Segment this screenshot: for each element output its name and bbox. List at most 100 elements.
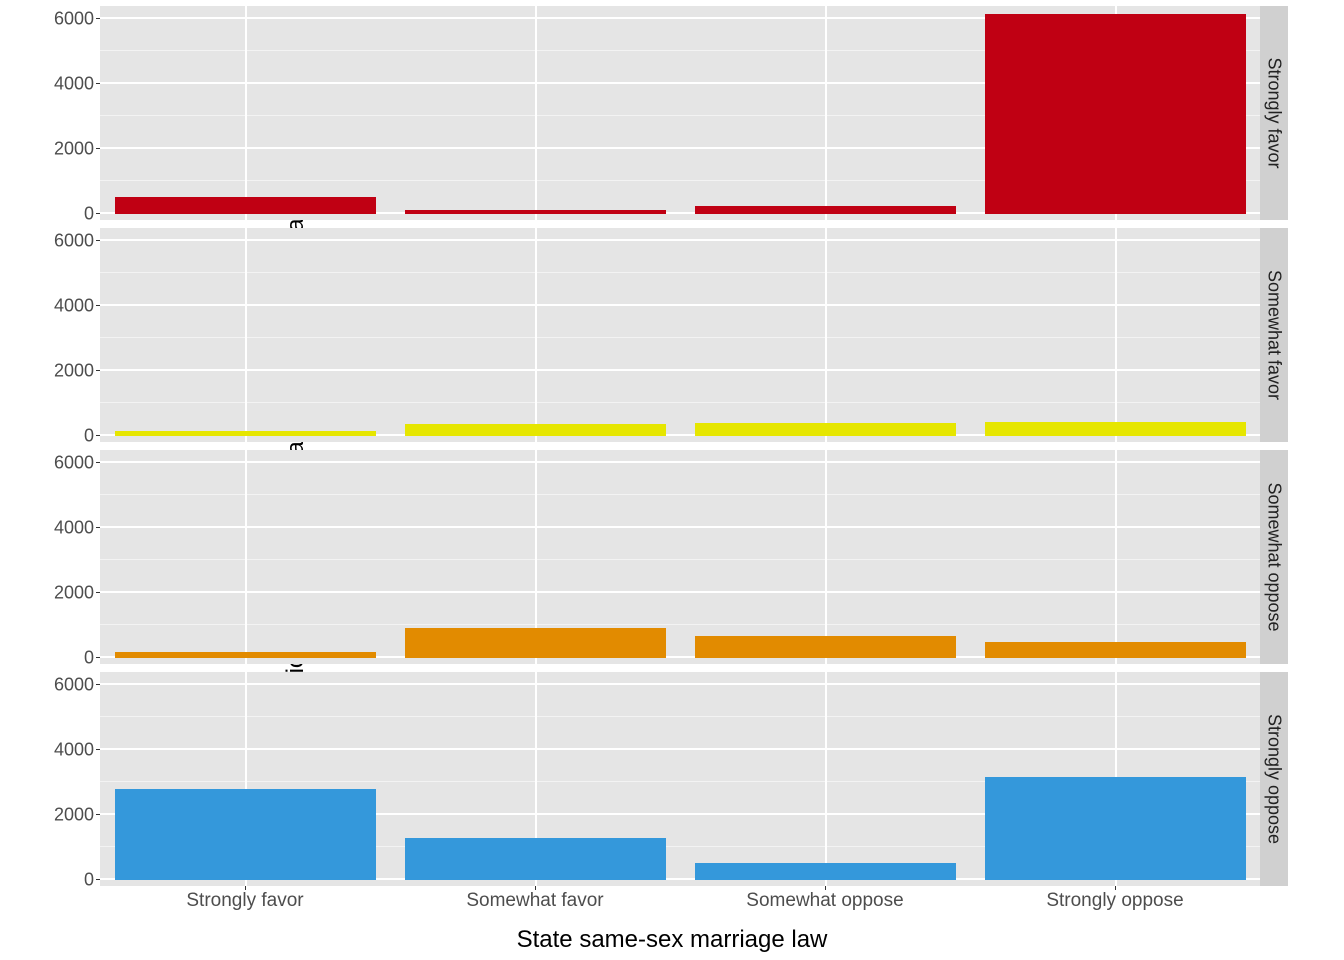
panel: 0200040006000 (100, 6, 1260, 220)
bar (115, 652, 376, 658)
x-tick-label: Somewhat favor (466, 890, 603, 912)
y-axis-tick (96, 749, 100, 750)
bar (695, 636, 956, 657)
y-axis-tick (96, 814, 100, 815)
y-axis-tick (96, 462, 100, 463)
vgridline-major (535, 6, 537, 220)
gridline-major (100, 461, 1260, 463)
y-axis-tick (96, 657, 100, 658)
x-axis-tick (245, 886, 246, 890)
y-axis-tick (96, 592, 100, 593)
vgridline-major (245, 450, 247, 664)
vgridline-major (245, 228, 247, 442)
bar (985, 422, 1246, 436)
gridline-minor (100, 624, 1260, 625)
vgridline-major (535, 228, 537, 442)
y-axis-tick (96, 240, 100, 241)
x-tick-label: Strongly oppose (1046, 890, 1183, 912)
panel: 0200040006000 (100, 228, 1260, 442)
gridline-minor (100, 494, 1260, 495)
facet-row: 0200040006000Strongly oppose (100, 672, 1288, 886)
facet-strip: Somewhat favor (1260, 228, 1288, 442)
bar (405, 838, 666, 880)
facet-row: 0200040006000Strongly favor (100, 6, 1288, 220)
gridline-minor (100, 559, 1260, 560)
y-axis-tick (96, 370, 100, 371)
facet-strip-label: Strongly favor (1264, 57, 1285, 168)
y-axis-tick (96, 148, 100, 149)
y-tick-label: 6000 (54, 452, 94, 473)
facet-strip: Somewhat oppose (1260, 450, 1288, 664)
y-axis-tick (96, 435, 100, 436)
facet-strip: Strongly oppose (1260, 672, 1288, 886)
y-axis-tick (96, 684, 100, 685)
gridline-major (100, 591, 1260, 593)
bar (115, 197, 376, 213)
y-axis-tick (96, 305, 100, 306)
y-tick-label: 6000 (54, 230, 94, 251)
facet-strip-label: Strongly oppose (1264, 714, 1285, 844)
gridline-major (100, 748, 1260, 750)
y-axis-tick (96, 83, 100, 84)
y-axis-tick (96, 18, 100, 19)
y-tick-label: 0 (84, 203, 94, 224)
chart-container: Constitutional Amendment against same-se… (0, 0, 1344, 960)
y-tick-label: 6000 (54, 674, 94, 695)
bar (405, 424, 666, 436)
y-tick-label: 4000 (54, 295, 94, 316)
bar (985, 642, 1246, 658)
panel: 0200040006000 (100, 672, 1260, 886)
x-tick-label: Somewhat oppose (746, 890, 903, 912)
y-tick-label: 2000 (54, 360, 94, 381)
gridline-minor (100, 337, 1260, 338)
y-tick-label: 0 (84, 425, 94, 446)
gridline-major (100, 526, 1260, 528)
y-tick-label: 2000 (54, 138, 94, 159)
y-tick-label: 4000 (54, 739, 94, 760)
y-tick-label: 0 (84, 869, 94, 890)
facet-strip-label: Somewhat favor (1264, 270, 1285, 400)
x-axis-tick (825, 886, 826, 890)
y-axis-tick (96, 879, 100, 880)
facet-row: 0200040006000Somewhat favor (100, 228, 1288, 442)
vgridline-major (825, 6, 827, 220)
bar (695, 863, 956, 879)
vgridline-major (825, 450, 827, 664)
x-axis-tick (1115, 886, 1116, 890)
bar (405, 628, 666, 657)
gridline-major (100, 369, 1260, 371)
facet-strip-label: Somewhat oppose (1264, 482, 1285, 631)
vgridline-major (825, 672, 827, 886)
gridline-minor (100, 716, 1260, 717)
vgridline-major (825, 228, 827, 442)
x-axis-tick (535, 886, 536, 890)
bar (115, 431, 376, 436)
x-axis-label: State same-sex marriage law (517, 926, 828, 954)
gridline-major (100, 239, 1260, 241)
y-axis-tick (96, 213, 100, 214)
y-axis-tick (96, 527, 100, 528)
plot-area: 0200040006000Strongly favor0200040006000… (100, 6, 1288, 886)
vgridline-major (245, 6, 247, 220)
vgridline-major (1115, 228, 1117, 442)
gridline-major (100, 683, 1260, 685)
y-tick-label: 6000 (54, 8, 94, 29)
bar (405, 210, 666, 214)
facet-row: 0200040006000Somewhat oppose (100, 450, 1288, 664)
bar (695, 206, 956, 213)
bar (115, 789, 376, 880)
y-tick-label: 4000 (54, 73, 94, 94)
gridline-minor (100, 402, 1260, 403)
facet-strip: Strongly favor (1260, 6, 1288, 220)
bar (985, 777, 1246, 879)
y-tick-label: 2000 (54, 582, 94, 603)
x-tick-label: Strongly favor (186, 890, 303, 912)
bar (985, 14, 1246, 213)
panel: 0200040006000 (100, 450, 1260, 664)
gridline-major (100, 304, 1260, 306)
y-tick-label: 2000 (54, 804, 94, 825)
gridline-minor (100, 272, 1260, 273)
bar (695, 423, 956, 436)
y-tick-label: 4000 (54, 517, 94, 538)
y-tick-label: 0 (84, 647, 94, 668)
